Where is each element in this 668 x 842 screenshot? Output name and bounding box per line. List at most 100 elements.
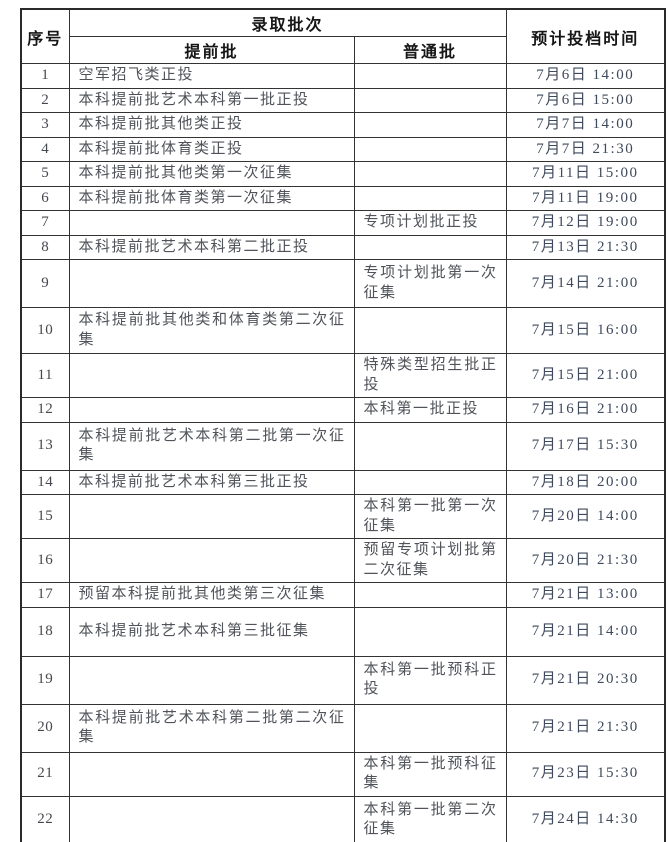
cell-time: 7月21日 13:00 (505, 582, 666, 608)
cell-early: 本科提前批艺术本科第二批第一次征集 (68, 421, 355, 471)
table-body: 1 空军招飞类正投 7月6日 14:00 2 本科提前批艺术本科第一批正投 7月6日 15… (20, 63, 666, 842)
table-row: 6 本科提前批体育类第一次征集 7月11日 19:00 (20, 185, 666, 211)
cell-serial: 2 (20, 87, 70, 113)
cell-early: 本科提前批其他类正投 (68, 112, 355, 138)
cell-early: 本科提前批其他类和体育类第二次征集 (68, 307, 355, 354)
cell-early: 本科提前批艺术本科第三批正投 (68, 469, 355, 495)
cell-time: 7月11日 19:00 (505, 185, 666, 211)
cell-regular (353, 606, 507, 657)
cell-regular: 本科第一批第二次征集 (353, 795, 507, 842)
cell-time: 7月21日 20:30 (505, 655, 666, 705)
cell-serial: 4 (20, 136, 70, 162)
table-row: 9 专项计划批第一次征集 7月14日 21:00 (20, 259, 666, 308)
cell-serial: 3 (20, 112, 70, 138)
cell-regular: 本科第一批正投 (353, 397, 507, 423)
cell-regular (353, 185, 507, 211)
header-regular-batch: 普通批 (353, 36, 507, 64)
table-row: 7 专项计划批正投 7月12日 19:00 (20, 210, 666, 236)
cell-time: 7月11日 15:00 (505, 161, 666, 187)
cell-early (68, 210, 355, 236)
cell-serial: 15 (20, 494, 70, 539)
table-row: 2 本科提前批艺术本科第一批正投 7月6日 15:00 (20, 87, 666, 113)
admission-schedule-table: 序号 录取批次 预计投档时间 提前批 普通批 1 空军招飞类正投 7月6日 14:0… (20, 8, 667, 842)
cell-early: 本科提前批体育类正投 (68, 136, 355, 162)
cell-early: 本科提前批艺术本科第二批第二次征集 (68, 703, 355, 753)
header-row-1: 序号 录取批次 预计投档时间 (20, 8, 666, 64)
cell-time: 7月24日 14:30 (505, 795, 666, 842)
cell-time: 7月21日 14:00 (505, 606, 666, 657)
cell-regular: 专项计划批正投 (353, 210, 507, 236)
cell-serial: 1 (20, 63, 70, 89)
cell-early (68, 655, 355, 705)
cell-serial: 13 (20, 421, 70, 471)
cell-time: 7月16日 21:00 (505, 397, 666, 423)
header-time: 预计投档时间 (505, 8, 666, 64)
table-row: 15 本科第一批第一次征集 7月20日 14:00 (20, 494, 666, 539)
table-row: 19 本科第一批预科正投 7月21日 20:30 (20, 655, 666, 705)
cell-time: 7月17日 15:30 (505, 421, 666, 471)
table-row: 3 本科提前批其他类正投 7月7日 14:00 (20, 112, 666, 138)
cell-serial: 12 (20, 397, 70, 423)
cell-early: 本科提前批艺术本科第一批正投 (68, 87, 355, 113)
table-row: 5 本科提前批其他类第一次征集 7月11日 15:00 (20, 161, 666, 187)
table-row: 17 预留本科提前批其他类第三次征集 7月21日 13:00 (20, 582, 666, 608)
cell-regular (353, 87, 507, 113)
cell-time: 7月6日 15:00 (505, 87, 666, 113)
cell-early (68, 259, 355, 308)
cell-regular (353, 136, 507, 162)
cell-regular (353, 703, 507, 753)
cell-serial: 17 (20, 582, 70, 608)
cell-regular (353, 63, 507, 89)
cell-serial: 7 (20, 210, 70, 236)
cell-time: 7月14日 21:00 (505, 259, 666, 308)
cell-regular (353, 112, 507, 138)
cell-time: 7月15日 16:00 (505, 307, 666, 354)
table-row: 13 本科提前批艺术本科第二批第一次征集 7月17日 15:30 (20, 421, 666, 471)
cell-time: 7月20日 21:30 (505, 538, 666, 583)
cell-regular (353, 307, 507, 354)
table-row: 10 本科提前批其他类和体育类第二次征集 7月15日 16:00 (20, 307, 666, 354)
cell-early: 本科提前批艺术本科第二批正投 (68, 234, 355, 260)
table-row: 11 特殊类型招生批正投 7月15日 21:00 (20, 353, 666, 398)
cell-time: 7月18日 20:00 (505, 469, 666, 495)
table-row: 8 本科提前批艺术本科第二批正投 7月13日 21:30 (20, 234, 666, 260)
cell-regular (353, 161, 507, 187)
table-row: 4 本科提前批体育类正投 7月7日 21:30 (20, 136, 666, 162)
cell-early: 本科提前批体育类第一次征集 (68, 185, 355, 211)
cell-serial: 6 (20, 185, 70, 211)
cell-early: 空军招飞类正投 (68, 63, 355, 89)
cell-early (68, 397, 355, 423)
table-row: 18 本科提前批艺术本科第三批征集 7月21日 14:00 (20, 606, 666, 657)
cell-serial: 22 (20, 795, 70, 842)
cell-serial: 10 (20, 307, 70, 354)
table-row: 12 本科第一批正投 7月16日 21:00 (20, 397, 666, 423)
cell-serial: 16 (20, 538, 70, 583)
cell-early (68, 494, 355, 539)
cell-regular: 预留专项计划批第二次征集 (353, 538, 507, 583)
cell-regular: 本科第一批预科正投 (353, 655, 507, 705)
cell-early (68, 795, 355, 842)
header-row-2: 提前批 普通批 (21, 36, 665, 64)
cell-early: 本科提前批艺术本科第三批征集 (68, 606, 355, 657)
header-batch-group: 录取批次 (68, 8, 507, 37)
cell-regular (353, 582, 507, 608)
table-row: 16 预留专项计划批第二次征集 7月20日 21:30 (20, 538, 666, 583)
cell-serial: 21 (20, 751, 70, 797)
header-serial: 序号 (20, 8, 70, 64)
table-row: 21 本科第一批预科征集 7月23日 15:30 (20, 751, 666, 797)
cell-regular: 本科第一批预科征集 (353, 751, 507, 797)
cell-time: 7月23日 15:30 (505, 751, 666, 797)
cell-serial: 11 (20, 353, 70, 398)
cell-time: 7月15日 21:00 (505, 353, 666, 398)
cell-early: 预留本科提前批其他类第三次征集 (68, 582, 355, 608)
cell-time: 7月13日 21:30 (505, 234, 666, 260)
cell-regular (353, 421, 507, 471)
cell-early (68, 353, 355, 398)
cell-time: 7月6日 14:00 (505, 63, 666, 89)
header-early-batch: 提前批 (68, 36, 355, 64)
cell-regular: 特殊类型招生批正投 (353, 353, 507, 398)
cell-regular: 专项计划批第一次征集 (353, 259, 507, 308)
cell-early: 本科提前批其他类第一次征集 (68, 161, 355, 187)
cell-serial: 20 (20, 703, 70, 753)
